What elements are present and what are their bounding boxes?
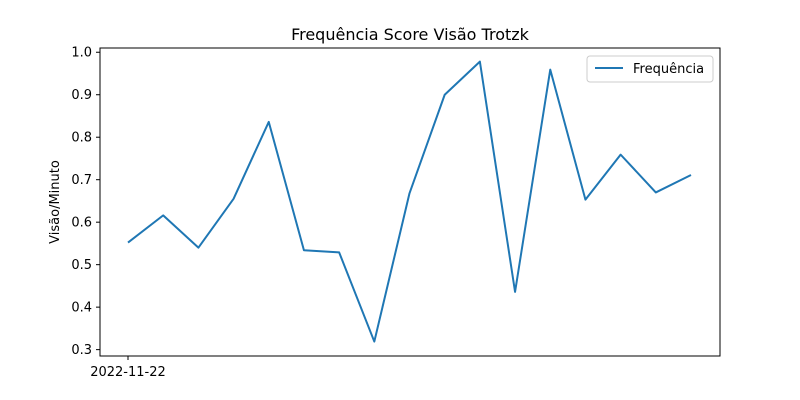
data-point — [266, 119, 272, 125]
series-line-frequencia — [127, 60, 692, 343]
plot-area-frame — [99, 47, 721, 357]
legend-box — [586, 55, 714, 83]
data-point — [195, 245, 201, 251]
y-tick-label: 0.9 — [71, 88, 92, 103]
data-point — [547, 67, 553, 73]
y-tick-label: 0.8 — [71, 131, 92, 146]
legend: Frequência — [586, 55, 714, 83]
y-tick-label: 0.4 — [71, 301, 92, 316]
data-point — [231, 196, 237, 202]
y-tick-label: 0.5 — [71, 258, 92, 273]
x-tick-label: 2022-11-22 — [90, 365, 166, 380]
data-point — [688, 172, 694, 178]
y-tick-label: 0.7 — [71, 173, 92, 188]
data-point — [407, 190, 413, 196]
data-point — [653, 189, 659, 195]
data-point — [512, 289, 518, 295]
legend-label-frequencia: Frequência — [633, 62, 704, 77]
data-point — [442, 92, 448, 98]
y-tick-label: 1.0 — [71, 46, 92, 61]
data-point — [125, 240, 131, 246]
data-point — [301, 247, 307, 253]
chart-title: Frequência Score Visão Trotzk — [291, 25, 530, 44]
data-point — [336, 249, 342, 255]
data-point — [371, 339, 377, 345]
data-point — [618, 152, 624, 158]
data-point — [160, 212, 166, 218]
data-point — [582, 197, 588, 203]
y-tick-label: 0.3 — [71, 343, 92, 358]
y-tick-label: 0.6 — [71, 216, 92, 231]
data-point — [477, 59, 483, 65]
y-axis-label: Visão/Minuto — [48, 160, 63, 244]
